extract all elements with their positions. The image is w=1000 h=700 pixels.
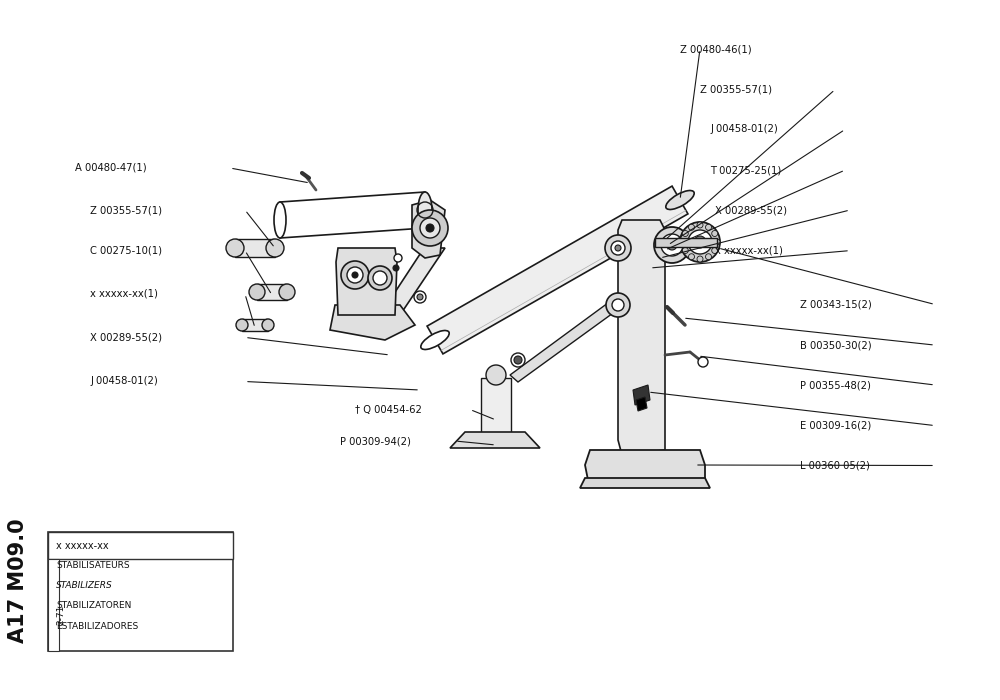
Text: J 00458-01(2): J 00458-01(2) [710, 125, 778, 134]
Circle shape [279, 284, 295, 300]
Polygon shape [618, 220, 665, 455]
Polygon shape [633, 385, 650, 405]
Circle shape [262, 319, 274, 331]
Polygon shape [580, 478, 710, 488]
Circle shape [688, 224, 694, 230]
Circle shape [667, 240, 677, 250]
Ellipse shape [274, 202, 286, 238]
Circle shape [373, 271, 387, 285]
Polygon shape [510, 300, 620, 382]
Polygon shape [636, 397, 647, 411]
Text: B 00350-30(2): B 00350-30(2) [800, 340, 872, 350]
Bar [48, 532, 233, 559]
Text: L 00360 05(2): L 00360 05(2) [800, 461, 870, 470]
Circle shape [426, 224, 434, 232]
Text: STABILIZATOREN: STABILIZATOREN [56, 601, 131, 610]
Text: J 00458-01(2): J 00458-01(2) [90, 377, 158, 386]
Circle shape [347, 267, 363, 283]
Ellipse shape [666, 190, 694, 209]
Circle shape [698, 357, 708, 367]
Text: X 00289-55(2): X 00289-55(2) [715, 205, 787, 215]
Text: Z 00480-46(1): Z 00480-46(1) [680, 44, 752, 54]
Circle shape [420, 218, 440, 238]
Circle shape [615, 245, 621, 251]
Circle shape [249, 284, 265, 300]
Circle shape [417, 294, 423, 300]
Circle shape [352, 272, 358, 278]
Circle shape [688, 253, 694, 260]
Circle shape [688, 230, 712, 254]
Circle shape [394, 254, 402, 262]
Text: C 00275-10(1): C 00275-10(1) [90, 246, 162, 256]
Text: P 00355-48(2): P 00355-48(2) [800, 380, 871, 390]
Circle shape [714, 239, 720, 245]
Polygon shape [380, 248, 445, 315]
Bar [257, 284, 287, 300]
Circle shape [712, 248, 718, 253]
Polygon shape [330, 305, 415, 340]
Circle shape [511, 353, 525, 367]
Circle shape [412, 210, 448, 246]
Circle shape [682, 248, 688, 253]
Bar [48, 559, 59, 651]
Bar [481, 378, 511, 433]
Text: x xxxxx-xx(1): x xxxxx-xx(1) [715, 246, 783, 256]
Text: A17 M09.0: A17 M09.0 [8, 519, 28, 643]
Circle shape [661, 234, 683, 256]
Text: Z 00355-57(1): Z 00355-57(1) [700, 85, 772, 95]
Circle shape [612, 299, 624, 311]
Text: E 00309-16(2): E 00309-16(2) [800, 421, 871, 430]
Circle shape [486, 365, 506, 385]
Circle shape [697, 222, 703, 228]
Circle shape [236, 319, 248, 331]
Circle shape [706, 253, 712, 260]
Text: † Q 00454-62: † Q 00454-62 [355, 405, 422, 414]
Circle shape [694, 236, 706, 248]
Circle shape [266, 239, 284, 257]
Circle shape [680, 222, 720, 262]
Circle shape [654, 227, 690, 263]
Circle shape [706, 224, 712, 230]
Text: T 00275-25(1): T 00275-25(1) [710, 165, 781, 175]
Bar [235, 239, 275, 257]
Text: X 00289-55(2): X 00289-55(2) [90, 332, 162, 342]
Circle shape [611, 241, 625, 255]
Polygon shape [412, 200, 445, 258]
Bar [242, 319, 268, 331]
Circle shape [393, 265, 399, 271]
Bar [48, 532, 233, 651]
Polygon shape [450, 432, 540, 448]
Circle shape [226, 239, 244, 257]
Text: 2-71: 2-71 [56, 605, 65, 626]
Circle shape [368, 266, 392, 290]
Circle shape [606, 293, 630, 317]
Ellipse shape [418, 192, 432, 228]
Circle shape [514, 356, 522, 364]
Polygon shape [585, 450, 705, 480]
Text: STABILIZERS: STABILIZERS [56, 581, 113, 590]
Circle shape [680, 239, 686, 245]
Circle shape [697, 256, 703, 262]
Circle shape [341, 261, 369, 289]
Bar [655, 238, 717, 247]
Text: STABILISATEURS: STABILISATEURS [56, 561, 130, 570]
Circle shape [712, 230, 718, 237]
Circle shape [605, 235, 631, 261]
Text: P 00309-94(2): P 00309-94(2) [340, 436, 411, 446]
Circle shape [682, 230, 688, 237]
Text: Z 00343-15(2): Z 00343-15(2) [800, 300, 872, 309]
Polygon shape [336, 248, 397, 315]
Text: x xxxxx-xx: x xxxxx-xx [56, 540, 109, 551]
Ellipse shape [421, 330, 449, 349]
Text: x xxxxx-xx(1): x xxxxx-xx(1) [90, 289, 158, 299]
Text: A 00480-47(1): A 00480-47(1) [75, 163, 147, 173]
Text: Z 00355-57(1): Z 00355-57(1) [90, 205, 162, 215]
Circle shape [414, 291, 426, 303]
Text: ESTABILIZADORES: ESTABILIZADORES [56, 622, 138, 631]
Polygon shape [427, 186, 688, 354]
